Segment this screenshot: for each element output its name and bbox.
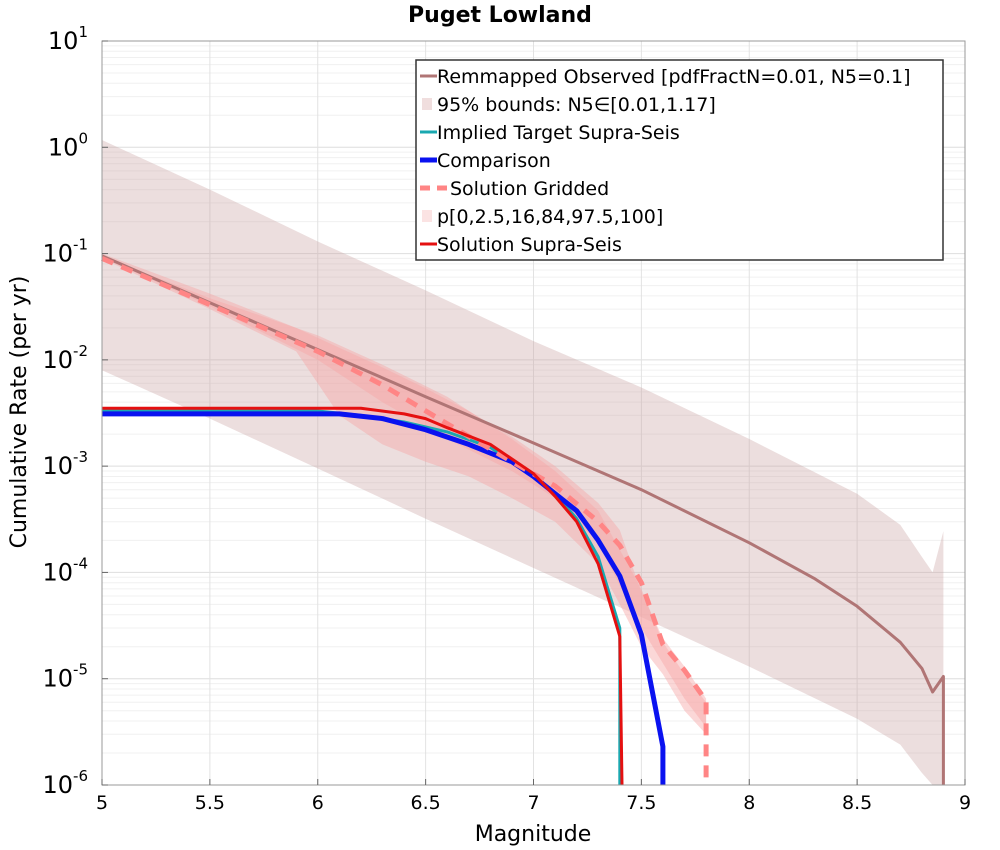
x-tick-label: 9 [959, 792, 971, 814]
y-tick-label: 10-1 [42, 236, 88, 268]
legend-swatch [422, 98, 432, 110]
legend-label: Solution Gridded [450, 178, 609, 200]
legend-label: Implied Target Supra-Seis [437, 122, 680, 144]
x-tick-label: 8.5 [842, 792, 872, 814]
y-tick-label: 10-5 [42, 661, 88, 693]
series-lines [101, 254, 945, 786]
x-tick-label: 6 [312, 792, 324, 814]
series-line [102, 406, 624, 786]
uncertainty-bands [102, 140, 944, 785]
chart-title: Puget Lowland [408, 3, 592, 28]
y-tick-label: 10-6 [42, 767, 88, 799]
x-axis-label: Magnitude [475, 822, 592, 847]
legend-swatch [422, 210, 432, 222]
x-tick-label: 8 [743, 792, 755, 814]
legend-label: Remmapped Observed [pdfFractN=0.01, N5=0… [437, 66, 911, 88]
legend-label: p[0,2.5,16,84,97.5,100] [437, 206, 663, 228]
series-line [101, 254, 945, 785]
legend-label: 95% bounds: N5∈[0.01,1.17] [437, 94, 716, 116]
axis-ticks: 5 5.5 6 6.5 7 7.5 8 8.5 9 101 100 10-1 10-2 10-3 10-4 1… [42, 23, 971, 814]
legend-box [415, 59, 944, 261]
uncertainty-band [102, 253, 707, 735]
y-tick-label: 10-2 [42, 342, 88, 374]
y-tick-label: 101 [48, 23, 88, 55]
x-tick-label: 7 [527, 792, 539, 814]
y-tick-label: 100 [48, 129, 88, 161]
y-tick-label: 10-4 [42, 554, 88, 586]
x-tick-label: 7.5 [626, 792, 656, 814]
y-tick-label: 10-3 [42, 448, 88, 480]
series-line [101, 256, 709, 785]
y-axis-label: Cumulative Rate (per yr) [7, 276, 32, 549]
x-tick-label: 5 [96, 792, 108, 814]
x-tick-label: 6.5 [411, 792, 441, 814]
uncertainty-band [102, 140, 944, 785]
x-tick-label: 5.5 [195, 792, 225, 814]
legend: Remmapped Observed [pdfFractN=0.01, N5=0… [415, 59, 944, 261]
legend-label: Solution Supra-Seis [437, 234, 622, 256]
legend-label: Comparison [437, 150, 551, 172]
